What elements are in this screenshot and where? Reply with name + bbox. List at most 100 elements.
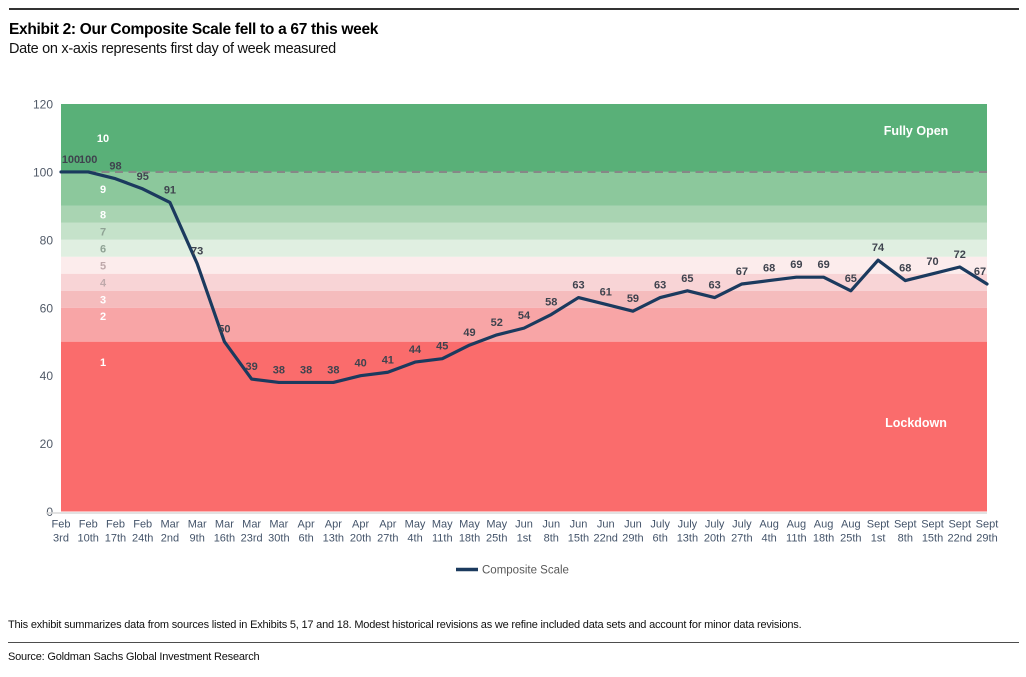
band-label-3: 3 bbox=[100, 294, 106, 306]
x-tick-day: 2nd bbox=[161, 533, 179, 545]
band-10 bbox=[61, 104, 987, 172]
x-tick-day: 15th bbox=[922, 533, 943, 545]
x-tick-day: 20th bbox=[704, 533, 725, 545]
x-tick-day: 8th bbox=[898, 533, 913, 545]
value-label: 44 bbox=[409, 344, 422, 356]
x-tick-day: 18th bbox=[813, 533, 834, 545]
band-4 bbox=[61, 273, 987, 291]
x-tick-day: 25th bbox=[840, 533, 861, 545]
x-tick-day: 22nd bbox=[593, 533, 617, 545]
value-label: 45 bbox=[436, 341, 448, 353]
value-label: 68 bbox=[899, 263, 911, 275]
band-label-6: 6 bbox=[100, 243, 106, 255]
band-label-1: 1 bbox=[100, 357, 106, 369]
x-tick-month: Apr bbox=[379, 519, 396, 531]
x-tick-month: July bbox=[650, 519, 670, 531]
x-tick-day: 20th bbox=[350, 533, 371, 545]
value-label: 61 bbox=[600, 286, 612, 298]
band-7 bbox=[61, 222, 987, 240]
x-tick-day: 25th bbox=[486, 533, 507, 545]
y-tick-label: 0 bbox=[46, 505, 53, 519]
x-tick-day: 18th bbox=[459, 533, 480, 545]
x-tick-month: Mar bbox=[188, 519, 207, 531]
x-tick-month: Jun bbox=[624, 519, 642, 531]
value-label: 63 bbox=[654, 280, 666, 292]
x-tick-day: 27th bbox=[731, 533, 752, 545]
value-label: 74 bbox=[872, 242, 885, 254]
band-label-9: 9 bbox=[100, 184, 106, 196]
x-tick-month: Sept bbox=[948, 519, 971, 531]
x-tick-month: Mar bbox=[242, 519, 261, 531]
x-tick-month: Jun bbox=[570, 519, 588, 531]
x-tick-month: May bbox=[432, 519, 453, 531]
footnote-text: This exhibit summarizes data from source… bbox=[8, 619, 802, 631]
x-tick-day: 13th bbox=[323, 533, 344, 545]
x-tick-month: Sept bbox=[976, 519, 999, 531]
value-label: 54 bbox=[518, 310, 531, 322]
band-label-7: 7 bbox=[100, 226, 106, 238]
value-label: 39 bbox=[246, 361, 258, 373]
x-tick-day: 23rd bbox=[241, 533, 263, 545]
x-tick-month: Aug bbox=[787, 519, 807, 531]
exhibit-subtitle: Date on x-axis represents first day of w… bbox=[9, 41, 336, 57]
value-label: 38 bbox=[300, 364, 312, 376]
x-tick-day: 17th bbox=[105, 533, 126, 545]
value-label: 50 bbox=[218, 324, 230, 336]
x-tick-month: May bbox=[486, 519, 507, 531]
band-3 bbox=[61, 290, 987, 308]
value-label: 69 bbox=[817, 259, 829, 271]
x-tick-day: 9th bbox=[190, 533, 205, 545]
value-label: 98 bbox=[109, 161, 121, 173]
x-tick-month: Feb bbox=[133, 519, 152, 531]
x-tick-month: Mar bbox=[215, 519, 234, 531]
x-tick-month: Sept bbox=[921, 519, 944, 531]
source-divider bbox=[8, 642, 1019, 643]
top-rule bbox=[9, 8, 1019, 10]
band-6 bbox=[61, 239, 987, 257]
y-tick-label: 40 bbox=[40, 369, 54, 383]
x-tick-month: July bbox=[732, 519, 752, 531]
value-label: 58 bbox=[545, 297, 557, 309]
source-line: Source: Goldman Sachs Global Investment … bbox=[8, 651, 260, 663]
x-tick-day: 11th bbox=[432, 533, 453, 545]
y-tick-label: 60 bbox=[40, 301, 54, 315]
x-tick-month: May bbox=[405, 519, 426, 531]
band-9 bbox=[61, 171, 987, 206]
band-label-2: 2 bbox=[100, 311, 106, 323]
legend-label: Composite Scale bbox=[482, 565, 569, 577]
band-label-8: 8 bbox=[100, 209, 106, 221]
value-label: 95 bbox=[137, 171, 149, 183]
x-tick-month: July bbox=[678, 519, 698, 531]
x-tick-day: 13th bbox=[677, 533, 698, 545]
x-tick-day: 22nd bbox=[948, 533, 972, 545]
x-tick-day: 29th bbox=[622, 533, 643, 545]
x-tick-month: Mar bbox=[160, 519, 179, 531]
band-label-4: 4 bbox=[100, 277, 107, 289]
value-label: 72 bbox=[954, 249, 966, 261]
x-tick-day: 6th bbox=[298, 533, 313, 545]
y-tick-label: 100 bbox=[33, 165, 53, 179]
x-tick-month: July bbox=[705, 519, 725, 531]
value-label: 65 bbox=[681, 273, 693, 285]
value-label: 38 bbox=[327, 364, 339, 376]
x-tick-month: Aug bbox=[841, 519, 861, 531]
value-label: 49 bbox=[463, 327, 475, 339]
x-tick-day: 4th bbox=[761, 533, 776, 545]
x-tick-month: May bbox=[459, 519, 480, 531]
x-tick-day: 30th bbox=[268, 533, 289, 545]
x-tick-month: Apr bbox=[298, 519, 315, 531]
x-tick-month: Apr bbox=[325, 519, 342, 531]
x-tick-day: 3rd bbox=[53, 533, 69, 545]
annotation-lockdown: Lockdown bbox=[885, 416, 947, 430]
value-label: 100 bbox=[62, 154, 80, 166]
x-tick-month: Mar bbox=[269, 519, 288, 531]
x-tick-month: Jun bbox=[542, 519, 560, 531]
x-tick-month: Feb bbox=[52, 519, 71, 531]
value-label: 67 bbox=[736, 266, 748, 278]
x-tick-day: 6th bbox=[653, 533, 668, 545]
x-tick-day: 1st bbox=[871, 533, 886, 545]
x-tick-month: Jun bbox=[515, 519, 533, 531]
value-label: 63 bbox=[709, 280, 721, 292]
x-tick-month: Jun bbox=[597, 519, 615, 531]
